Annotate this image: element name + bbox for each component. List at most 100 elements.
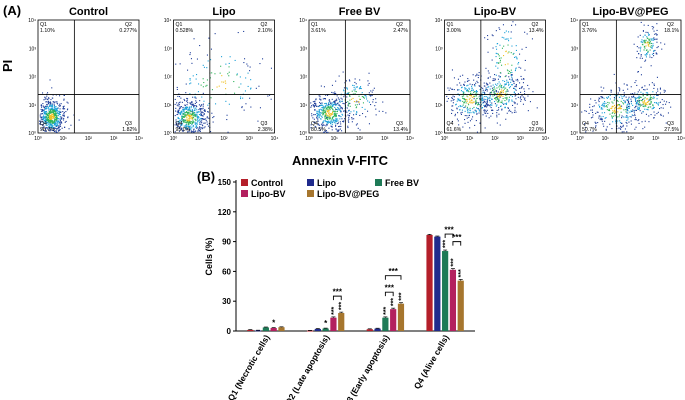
flow-dot (466, 95, 468, 97)
flow-dot (314, 114, 316, 116)
flow-dot (50, 114, 52, 116)
flow-dot (336, 95, 338, 97)
flow-dot (529, 101, 531, 103)
flow-dot (492, 78, 494, 80)
flow-dot (619, 107, 621, 109)
flow-dot (325, 124, 327, 126)
flow-dot (642, 101, 644, 103)
flow-dot (492, 95, 494, 97)
flow-dot (190, 118, 192, 120)
flow-dot (451, 109, 453, 111)
flow-dot (375, 108, 377, 110)
flow-dot (201, 111, 203, 113)
flow-dot (202, 103, 204, 105)
flow-dot (346, 111, 348, 113)
flow-dot (206, 79, 208, 81)
flow-dot (53, 114, 55, 116)
flow-dot (484, 96, 486, 98)
flow-dot (198, 114, 200, 116)
flow-dot (515, 79, 517, 81)
flow-dot (67, 102, 69, 104)
flow-dot (500, 95, 502, 97)
flow-dot (187, 112, 189, 114)
flow-dots (39, 79, 80, 133)
flow-dot (497, 43, 499, 45)
flow-dot (489, 105, 491, 107)
flow-dot (228, 75, 230, 77)
flow-dot (633, 97, 635, 99)
flow-dot (486, 83, 488, 85)
flow-dot (636, 46, 638, 48)
flow-dot (473, 98, 475, 100)
flow-dot (482, 107, 484, 109)
flow-dot (326, 124, 328, 126)
flow-dot (621, 131, 623, 133)
flow-dot (188, 112, 190, 114)
bar-3-cat-1 (262, 327, 269, 331)
flow-dot (214, 33, 216, 35)
flow-dot (509, 86, 511, 88)
x-category-label-4: Q4 (Alive cells) (412, 333, 451, 391)
flow-dot (326, 110, 328, 112)
flow-dot (494, 97, 496, 99)
flow-dot (504, 38, 506, 40)
flow-dot (54, 122, 56, 124)
flow-dot (370, 95, 372, 97)
flow-dot (333, 101, 335, 103)
flow-dot (325, 104, 327, 106)
flow-dot (649, 98, 651, 100)
q3-value: 22.0% (529, 127, 544, 133)
flow-dot (496, 93, 498, 95)
flow-dot (188, 114, 190, 116)
flow-dot (182, 113, 184, 115)
flow-dot (630, 86, 632, 88)
flow-dot (48, 108, 50, 110)
flow-dot (189, 52, 191, 54)
flow-dot (324, 120, 326, 122)
flow-dot (326, 121, 328, 123)
flow-dot (52, 127, 54, 129)
flow-dot (189, 93, 191, 95)
flow-dot (327, 131, 329, 133)
flow-dot (182, 119, 184, 121)
flow-dot (493, 79, 495, 81)
legend-label-5: Lipo-BV@PEG (317, 189, 379, 199)
y-tick-label: 120 (218, 208, 232, 217)
flow-dot (363, 96, 365, 98)
flow-dot (517, 96, 519, 98)
flow-dot (623, 103, 625, 105)
flow-dot (332, 117, 334, 119)
flow-dot (45, 107, 47, 109)
flow-dot (322, 112, 324, 114)
flow-dot (489, 82, 491, 84)
flow-dot (56, 102, 58, 104)
flow-dot (197, 119, 199, 121)
flow-dot (513, 101, 515, 103)
flow-dot (647, 51, 649, 53)
flow-dot (484, 92, 486, 94)
flow-dot (321, 103, 323, 105)
flow-dot (255, 87, 257, 89)
flow-dot (51, 97, 53, 99)
flow-dot (48, 111, 50, 113)
flow-dot (513, 111, 515, 113)
flow-dot (52, 125, 54, 127)
y-tick-label: 10¹ (29, 103, 37, 109)
flow-dot (475, 91, 477, 93)
flow-dot (501, 95, 503, 97)
flow-dot (461, 87, 463, 89)
flow-dot (456, 107, 458, 109)
flow-dot (618, 107, 620, 109)
flow-dot (191, 127, 193, 129)
flow-dot (358, 95, 360, 97)
flow-dot (184, 126, 186, 128)
flow-dot (43, 111, 45, 113)
flow-dot (317, 124, 319, 126)
flow-dot (178, 130, 180, 132)
flow-dot (59, 114, 61, 116)
flow-dot (58, 125, 60, 127)
flow-dot (598, 115, 600, 117)
flow-dot (187, 121, 189, 123)
flow-dot (335, 109, 337, 111)
flow-dot (637, 100, 639, 102)
